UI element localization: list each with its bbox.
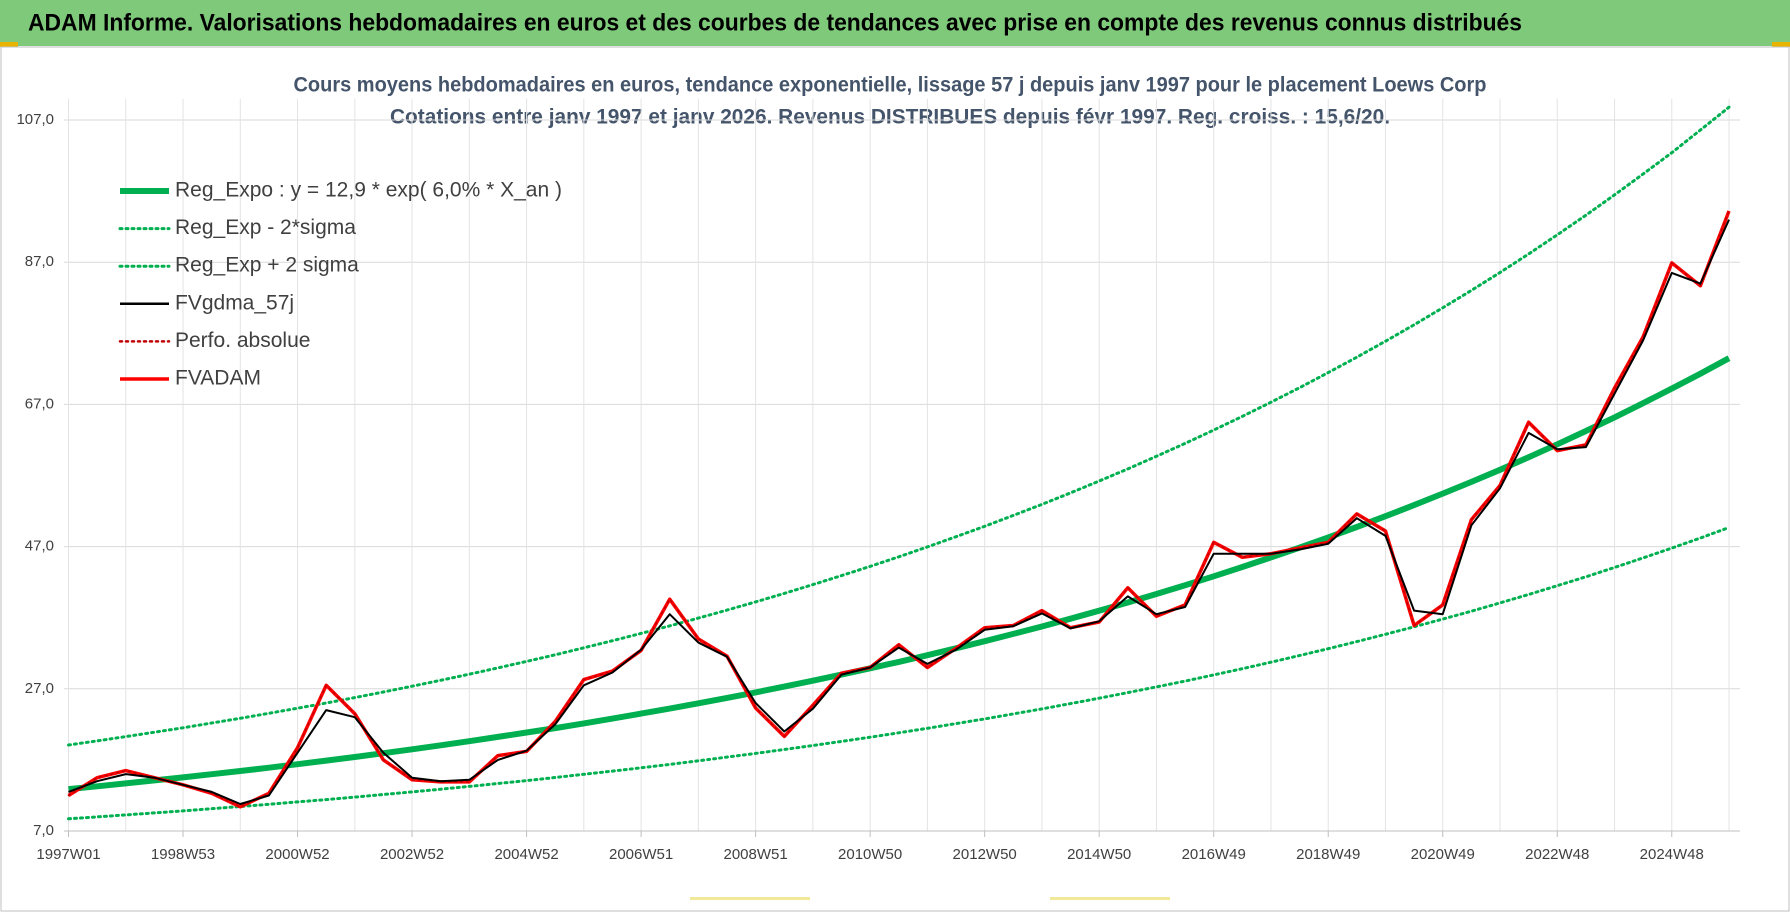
plot-lines [67, 105, 1731, 821]
x-tick-label: 2010W50 [838, 846, 902, 863]
scroll-mark [1050, 897, 1170, 900]
x-tick-label: 2008W51 [724, 846, 788, 863]
legend-label: Reg_Expo : y = 12,9 * exp( 6,0% * X_an ) [175, 179, 562, 202]
chart-title: Cours moyens hebdomadaires en euros, ten… [294, 74, 1487, 97]
series-line [67, 526, 1731, 821]
legend-label: FVgdma_57j [175, 291, 294, 314]
y-tick-label: 7,0 [33, 822, 54, 839]
y-tick-label: 107,0 [16, 111, 54, 128]
series-line [67, 105, 1731, 747]
corner-mark [1772, 42, 1790, 47]
y-tick-label: 87,0 [25, 253, 54, 270]
x-tick-label: 1997W01 [36, 846, 100, 863]
legend-label: Reg_Exp - 2*sigma [175, 216, 356, 239]
x-tick-label: 2022W48 [1525, 846, 1589, 863]
x-tick-label: 2006W51 [609, 846, 673, 863]
corner-mark [0, 42, 18, 47]
x-tick-label: 2018W49 [1296, 846, 1360, 863]
grid [64, 98, 1740, 832]
banner-title: ADAM Informe. Valorisations hebdomadaire… [28, 9, 1522, 36]
legend-label: Reg_Exp + 2 sigma [175, 254, 359, 277]
y-tick-label: 47,0 [25, 538, 54, 555]
x-tick-label: 2004W52 [494, 846, 558, 863]
scroll-mark [690, 897, 810, 900]
x-tick-label: 1998W53 [151, 846, 215, 863]
chart-frame [0, 46, 1790, 912]
x-tick-label: 2024W48 [1640, 846, 1704, 863]
banner [0, 0, 1790, 46]
series-line [67, 210, 1730, 808]
x-tick-label: 2002W52 [380, 846, 444, 863]
legend-label: Perfo. absolue [175, 329, 310, 352]
legend-label: FVADAM [175, 367, 261, 390]
x-tick-label: 2020W49 [1411, 846, 1475, 863]
x-tick-label: 2014W50 [1067, 846, 1131, 863]
series-line [68, 219, 1730, 805]
y-tick-label: 67,0 [25, 395, 54, 412]
axes: 7,0 27,0 47,0 67,0 87,0 107,0 1997W01 1998W53 20… [16, 111, 1740, 863]
legend: Reg_Expo : y = 12,9 * exp( 6,0% * X_an )… [118, 179, 562, 390]
x-tick-label: 2016W49 [1182, 846, 1246, 863]
y-tick-label: 27,0 [25, 680, 54, 697]
x-tick-label: 2000W52 [265, 846, 329, 863]
x-tick-label: 2012W50 [953, 846, 1017, 863]
series-line [68, 355, 1731, 793]
chart-subtitle: Cotations entre janv 1997 et janv 2026. … [390, 106, 1390, 129]
